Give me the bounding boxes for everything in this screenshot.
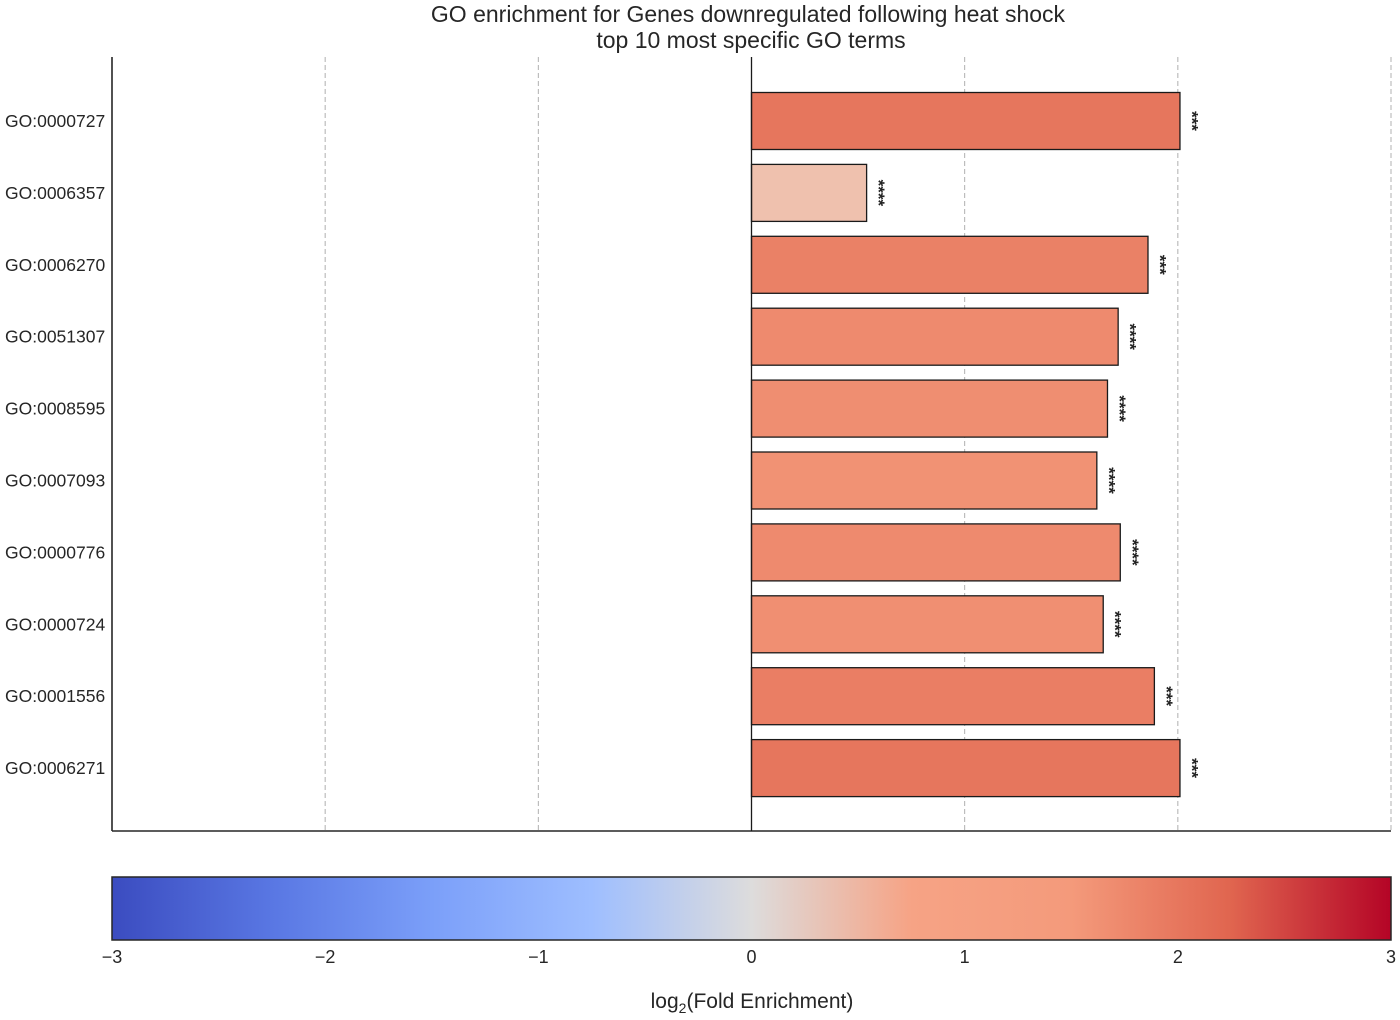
significance-label: *** (1182, 758, 1201, 778)
colorbar-tick-label: 1 (960, 947, 970, 967)
y-tick-label: GO:0006357 (5, 183, 105, 203)
y-tick-labels: GO:0000727 GO:0006357 GO:0006270 GO:0051307… (5, 111, 105, 778)
colorbar (111, 876, 1392, 941)
significance-label: *** (1157, 686, 1176, 706)
colorbar-label-subscript: 2 (679, 1000, 687, 1015)
colorbar-label-rest: (Fold Enrichment) (686, 990, 853, 1013)
colorbar-tick-label: −3 (102, 947, 123, 967)
significance-labels: ************************************ (869, 111, 1201, 778)
colorbar-tick-label: 3 (1386, 947, 1396, 967)
bars-group (750, 91, 1181, 798)
colorbar-tick-label: −2 (315, 947, 336, 967)
colorbar-label-main: log (651, 990, 679, 1013)
y-tick-label: GO:0000724 (5, 614, 105, 634)
axes (111, 57, 1391, 832)
bar (750, 307, 1119, 366)
significance-label: **** (869, 180, 888, 207)
significance-label: **** (1123, 539, 1142, 566)
y-tick-label: GO:0006271 (5, 758, 105, 778)
bar (750, 738, 1181, 798)
y-tick-label: GO:0008595 (5, 399, 105, 419)
chart-subtitle: top 10 most specific GO terms (596, 27, 905, 53)
significance-label: **** (1110, 395, 1129, 422)
y-tick-label: GO:0051307 (5, 327, 105, 347)
y-tick-label: GO:0000776 (5, 542, 105, 562)
bar (750, 595, 1104, 654)
bar (750, 235, 1149, 294)
bar (750, 523, 1121, 582)
significance-label: **** (1121, 323, 1140, 350)
grid-lines (324, 57, 1392, 831)
bar (750, 667, 1156, 726)
colorbar-tick-label: 0 (746, 947, 756, 967)
y-tick-label: GO:0001556 (5, 686, 105, 706)
bar (750, 379, 1109, 438)
significance-label: *** (1182, 111, 1201, 131)
colorbar-tick-label: 2 (1173, 947, 1183, 967)
bar (750, 451, 1098, 510)
chart-title: GO enrichment for Genes downregulated fo… (431, 1, 1066, 27)
significance-label: **** (1106, 611, 1125, 638)
significance-label: *** (1151, 255, 1170, 275)
bar (750, 91, 1181, 151)
colorbar-label: log2(Fold Enrichment) (651, 990, 854, 1015)
y-tick-label: GO:0000727 (5, 111, 105, 131)
significance-label: **** (1099, 467, 1118, 494)
colorbar-tick-label: −1 (528, 947, 549, 967)
y-tick-label: GO:0006270 (5, 255, 105, 275)
y-tick-label: GO:0007093 (5, 471, 105, 491)
bar (750, 163, 868, 223)
colorbar-ticks: −3 −2 −1 0 1 2 3 (102, 947, 1396, 967)
